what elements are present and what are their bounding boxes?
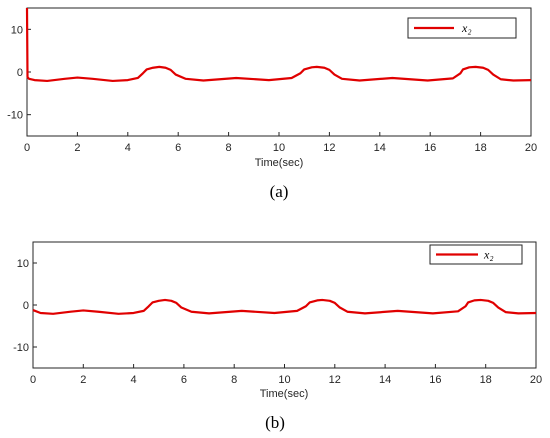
panel-caption: (a): [270, 182, 289, 201]
x-tick-label: 0: [30, 374, 36, 386]
x-tick-label: 10: [278, 374, 290, 386]
x-axis: 0 2 4 6 8 10 12 14 16 18 20: [30, 364, 542, 386]
x-tick-label: 18: [474, 142, 486, 154]
y-axis: 10 0 -10: [13, 258, 37, 354]
legend-label: x₂: [461, 21, 472, 35]
legend: x₂: [429, 244, 523, 265]
y-tick-label: -10: [7, 110, 23, 122]
y-tick-label: 10: [17, 258, 29, 270]
legend-label: x₂: [483, 248, 494, 262]
x-tick-label: 18: [480, 374, 492, 386]
chart-panel-b: 10 0 -10 0 2 4 6 8 10 12 14 16 18 20 x₂ Time(sec) (b…: [13, 241, 542, 432]
x-tick-label: 20: [525, 142, 537, 154]
x-axis: 0 2 4 6 8 10 12 14 16 18 20: [24, 132, 537, 154]
x-tick-label: 14: [374, 142, 386, 154]
x-tick-label: 6: [181, 374, 187, 386]
x-tick-label: 10: [273, 142, 285, 154]
y-tick-label: 10: [11, 24, 23, 36]
y-tick-label: 0: [17, 67, 23, 79]
x-tick-label: 16: [429, 374, 441, 386]
x-tick-label: 8: [226, 142, 232, 154]
x-tick-label: 4: [125, 142, 131, 154]
x-axis-label: Time(sec): [260, 388, 308, 400]
x-tick-label: 4: [131, 374, 137, 386]
x-tick-label: 8: [231, 374, 237, 386]
x-tick-label: 2: [80, 374, 86, 386]
panel-caption: (b): [265, 413, 285, 432]
series-line-x2: [25, 7, 532, 83]
x-tick-label: 14: [379, 374, 391, 386]
chart-panel-a: 10 0 -10 0 2 4 6 8 10 12 14 16 18 20 x₂ Time(sec) (a…: [7, 7, 537, 201]
x-tick-label: 20: [530, 374, 542, 386]
legend-box: [407, 17, 517, 39]
y-axis: 10 0 -10: [7, 24, 31, 122]
y-tick-label: 0: [23, 300, 29, 312]
x-tick-label: 6: [175, 142, 181, 154]
x-tick-label: 12: [329, 374, 341, 386]
legend: x₂: [407, 17, 517, 39]
x-tick-label: 12: [323, 142, 335, 154]
x-axis-label: Time(sec): [255, 157, 303, 169]
x-tick-label: 0: [24, 142, 30, 154]
series-line-x2: [32, 298, 537, 315]
x-tick-label: 16: [424, 142, 436, 154]
x-tick-label: 2: [74, 142, 80, 154]
y-tick-label: -10: [13, 342, 29, 354]
